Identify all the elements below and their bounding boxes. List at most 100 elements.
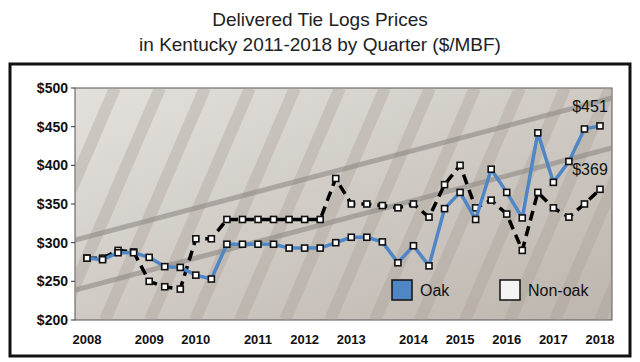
x-tick-label: 2012: [290, 332, 319, 347]
chart-frame: [10, 64, 630, 356]
marker: [597, 123, 603, 129]
marker: [333, 240, 339, 246]
marker: [146, 254, 152, 260]
tie: [330, 88, 430, 320]
marker: [146, 278, 152, 284]
marker: [193, 236, 199, 242]
marker: [473, 216, 479, 222]
marker: [581, 201, 587, 207]
marker: [364, 201, 370, 207]
marker: [550, 179, 556, 185]
marker: [162, 284, 168, 290]
y-tick-label: $250: [37, 273, 68, 289]
marker: [379, 203, 385, 209]
x-tick-label: 2015: [446, 332, 475, 347]
marker: [162, 264, 168, 270]
plot-area: [75, 88, 612, 320]
y-tick-label: $500: [37, 80, 68, 96]
marker: [239, 241, 245, 247]
subtitle: in Kentucky 2011-2018 by Quarter ($/MBF): [139, 34, 501, 55]
marker: [488, 166, 494, 172]
marker: [379, 239, 385, 245]
y-tick: [71, 320, 75, 321]
y-tick-label: $200: [37, 312, 68, 328]
marker: [581, 126, 587, 132]
x-tick-label: 2016: [492, 332, 521, 347]
x-tick-label: 2017: [539, 332, 568, 347]
marker: [224, 241, 230, 247]
marker: [131, 250, 137, 256]
x-tick-label: 2010: [181, 332, 210, 347]
tie: [240, 88, 340, 320]
marker: [286, 216, 292, 222]
marker: [84, 255, 90, 261]
marker: [519, 215, 525, 221]
marker: [255, 241, 261, 247]
legend-label: Oak: [420, 282, 450, 299]
x-tick-label: 2008: [73, 332, 102, 347]
marker: [100, 257, 106, 263]
marker: [208, 276, 214, 282]
y-tick-label: $350: [37, 196, 68, 212]
y-tick: [71, 165, 75, 166]
y-tick: [71, 281, 75, 282]
marker: [410, 243, 416, 249]
marker: [224, 216, 230, 222]
tie: [285, 88, 385, 320]
marker: [348, 201, 354, 207]
marker: [348, 234, 354, 240]
marker: [504, 211, 510, 217]
marker: [317, 245, 323, 251]
series-line: [87, 126, 600, 279]
marker: [208, 236, 214, 242]
marker: [395, 205, 401, 211]
background-photo: [75, 88, 612, 320]
y-tick: [71, 88, 75, 89]
marker: [457, 189, 463, 195]
marker: [286, 245, 292, 251]
marker: [442, 182, 448, 188]
marker: [519, 247, 525, 253]
annotation: $451: [572, 98, 608, 115]
series-line: [87, 165, 600, 289]
legend-label: Non-oak: [528, 282, 589, 299]
marker: [131, 249, 137, 255]
x-tick-label: 2014: [399, 332, 429, 347]
y-tick: [71, 126, 75, 127]
marker: [395, 260, 401, 266]
y-tick-label: $300: [37, 235, 68, 251]
marker: [115, 250, 121, 256]
marker: [426, 214, 432, 220]
x-tick-label: 2011: [244, 332, 272, 347]
title: Delivered Tie Logs Prices: [212, 9, 427, 30]
marker: [239, 216, 245, 222]
marker: [488, 197, 494, 203]
marker: [550, 205, 556, 211]
marker: [271, 216, 277, 222]
tie: [150, 88, 250, 320]
marker: [177, 286, 183, 292]
legend-swatch: [500, 280, 520, 300]
marker: [442, 206, 448, 212]
marker: [364, 234, 370, 240]
marker: [317, 216, 323, 222]
marker: [410, 201, 416, 207]
marker: [333, 175, 339, 181]
marker: [597, 186, 603, 192]
marker: [177, 264, 183, 270]
marker: [193, 272, 199, 278]
x-tick-label: 2018: [586, 332, 615, 347]
marker: [302, 245, 308, 251]
chart: Delivered Tie Logs Prices in Kentucky 201…: [0, 0, 640, 362]
y-tick-label: $400: [37, 157, 68, 173]
tie: [375, 88, 475, 320]
marker: [84, 255, 90, 261]
legend-swatch: [392, 280, 412, 300]
y-tick: [71, 242, 75, 243]
annotation: $369: [572, 161, 608, 178]
x-tick-label: 2009: [135, 332, 164, 347]
marker: [566, 158, 572, 164]
x-tick-label: 2013: [337, 332, 366, 347]
y-tick: [71, 204, 75, 205]
marker: [457, 162, 463, 168]
